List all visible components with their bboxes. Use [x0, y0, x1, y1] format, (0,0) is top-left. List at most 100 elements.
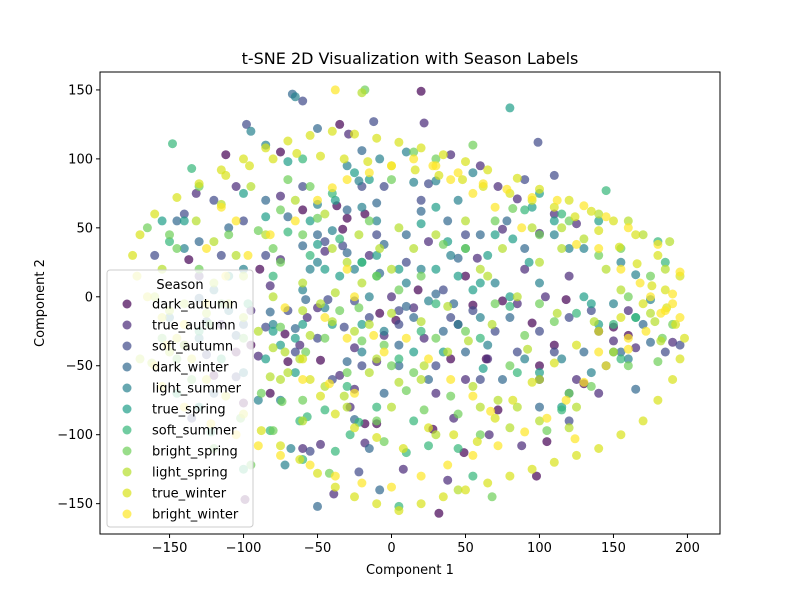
- point-bright_winter: [280, 303, 290, 313]
- point-true_winter: [327, 126, 337, 136]
- point-light_spring: [394, 377, 404, 387]
- point-true_autumn: [276, 191, 285, 201]
- point-dark_autumn: [276, 147, 285, 157]
- point-true_spring: [535, 368, 544, 378]
- x-tick-label: −50: [304, 541, 331, 556]
- point-soft_autumn: [372, 230, 382, 240]
- point-true_winter: [339, 154, 349, 164]
- point-dark_autumn: [434, 508, 444, 518]
- point-light_spring: [572, 402, 581, 412]
- point-light_spring: [468, 381, 478, 391]
- point-true_spring: [364, 175, 374, 185]
- point-bright_winter: [527, 193, 537, 202]
- point-soft_autumn: [468, 306, 478, 316]
- point-true_winter: [616, 313, 626, 322]
- point-true_winter: [372, 433, 382, 442]
- point-true_winter: [614, 242, 624, 252]
- point-true_autumn: [512, 194, 522, 204]
- point-true_winter: [483, 478, 493, 488]
- point-soft_autumn: [461, 230, 470, 240]
- point-light_summer: [354, 176, 364, 186]
- point-true_winter: [490, 413, 500, 423]
- point-soft_summer: [372, 402, 382, 412]
- point-light_summer: [357, 202, 367, 212]
- legend-items: dark_autumn true_autumn soft_autumn dark_wi…: [122, 298, 242, 523]
- point-dark_winter: [461, 347, 470, 357]
- point-bright_winter: [478, 179, 488, 189]
- point-soft_autumn: [675, 340, 685, 350]
- point-dark_winter: [290, 324, 300, 333]
- point-dark_autumn: [549, 340, 559, 350]
- point-light_spring: [231, 250, 241, 260]
- point-true_autumn: [191, 188, 201, 198]
- point-soft_autumn: [209, 195, 219, 205]
- point-true_autumn: [594, 388, 604, 398]
- point-true_autumn: [540, 292, 550, 302]
- point-soft_autumn: [394, 319, 404, 329]
- point-bright_winter: [453, 168, 463, 178]
- point-true_winter: [135, 230, 145, 240]
- point-soft_autumn: [323, 295, 333, 305]
- point-bright_spring: [301, 347, 311, 357]
- point-true_winter: [372, 133, 382, 143]
- point-bright_spring: [298, 395, 308, 405]
- point-bright_winter: [401, 333, 411, 343]
- point-bright_spring: [535, 299, 544, 309]
- point-dark_winter: [194, 237, 204, 247]
- point-bright_spring: [283, 175, 293, 185]
- point-bright_winter: [305, 460, 315, 470]
- point-light_spring: [372, 354, 382, 364]
- point-light_spring: [354, 230, 364, 240]
- point-soft_summer: [357, 257, 367, 267]
- point-true_winter: [128, 250, 138, 260]
- point-dark_winter: [535, 402, 544, 412]
- point-light_spring: [416, 317, 426, 327]
- point-dark_winter: [579, 347, 589, 357]
- y-tick-label: 0: [85, 290, 93, 305]
- point-bright_spring: [431, 333, 441, 343]
- point-light_spring: [552, 308, 562, 318]
- point-dark_winter: [394, 361, 404, 371]
- point-true_winter: [438, 492, 448, 502]
- point-bright_spring: [276, 322, 285, 332]
- point-bright_spring: [253, 226, 263, 236]
- point-light_summer: [364, 292, 374, 302]
- point-bright_winter: [253, 441, 263, 451]
- point-soft_summer: [616, 354, 626, 364]
- point-true_winter: [505, 471, 515, 481]
- point-true_spring: [416, 219, 426, 229]
- point-bright_spring: [276, 257, 285, 267]
- point-light_spring: [320, 209, 330, 219]
- point-soft_summer: [187, 164, 197, 173]
- point-light_summer: [609, 299, 618, 309]
- point-dark_winter: [520, 244, 530, 253]
- point-light_summer: [468, 168, 478, 178]
- point-dark_winter: [424, 375, 433, 384]
- point-bright_winter: [327, 183, 337, 193]
- point-light_spring: [589, 317, 599, 327]
- point-light_spring: [419, 361, 429, 371]
- point-bright_winter: [675, 313, 685, 322]
- point-soft_summer: [335, 234, 345, 244]
- point-true_winter: [668, 375, 678, 384]
- point-true_autumn: [335, 370, 345, 380]
- point-light_spring: [350, 326, 359, 336]
- point-soft_summer: [505, 301, 515, 311]
- point-bright_winter: [424, 354, 433, 364]
- point-bright_winter: [387, 482, 396, 492]
- point-soft_autumn: [431, 361, 441, 371]
- point-light_spring: [579, 234, 589, 244]
- point-light_spring: [601, 264, 611, 274]
- point-true_spring: [261, 354, 271, 364]
- point-true_spring: [594, 216, 604, 226]
- point-true_winter: [350, 423, 359, 433]
- point-dark_autumn: [542, 437, 552, 447]
- point-light_spring: [656, 336, 666, 346]
- legend-label-light_spring: light_spring: [152, 466, 228, 481]
- point-light_spring: [387, 264, 396, 274]
- point-bright_winter: [572, 239, 581, 249]
- point-true_winter: [316, 151, 325, 161]
- y-axis: −150 −100 −50 0 50 100 150: [57, 83, 100, 512]
- point-light_summer: [557, 354, 567, 364]
- point-true_winter: [330, 409, 340, 419]
